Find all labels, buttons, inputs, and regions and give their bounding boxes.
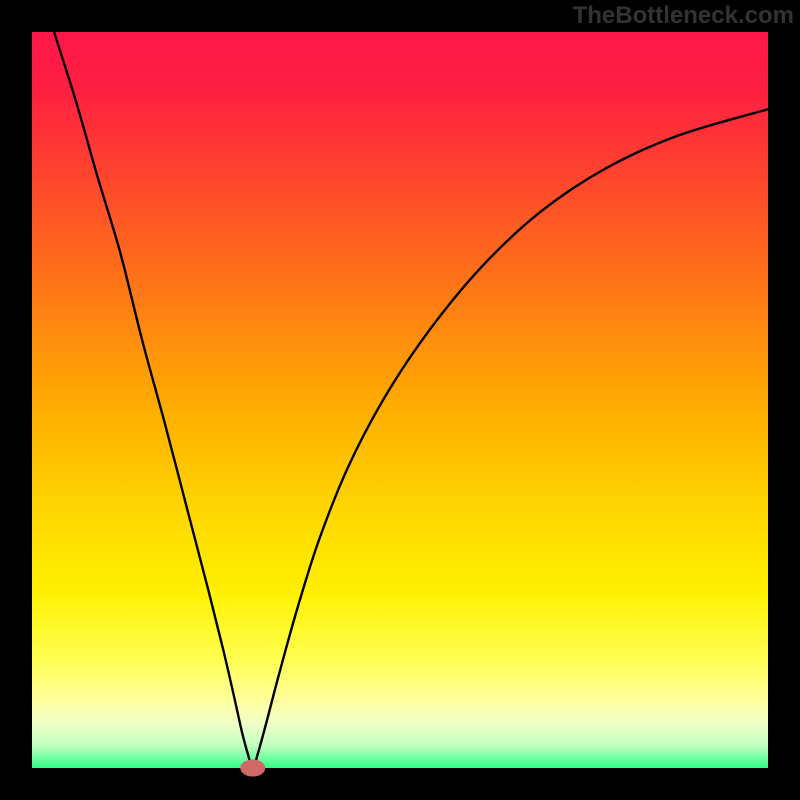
chart-border-bottom: [0, 768, 800, 800]
watermark-label: TheBottleneck.com: [573, 2, 794, 30]
chart-container: TheBottleneck.com: [0, 0, 800, 800]
chart-border-right: [768, 0, 800, 800]
chart-plot-area: [32, 32, 768, 768]
chart-border-left: [0, 0, 32, 800]
